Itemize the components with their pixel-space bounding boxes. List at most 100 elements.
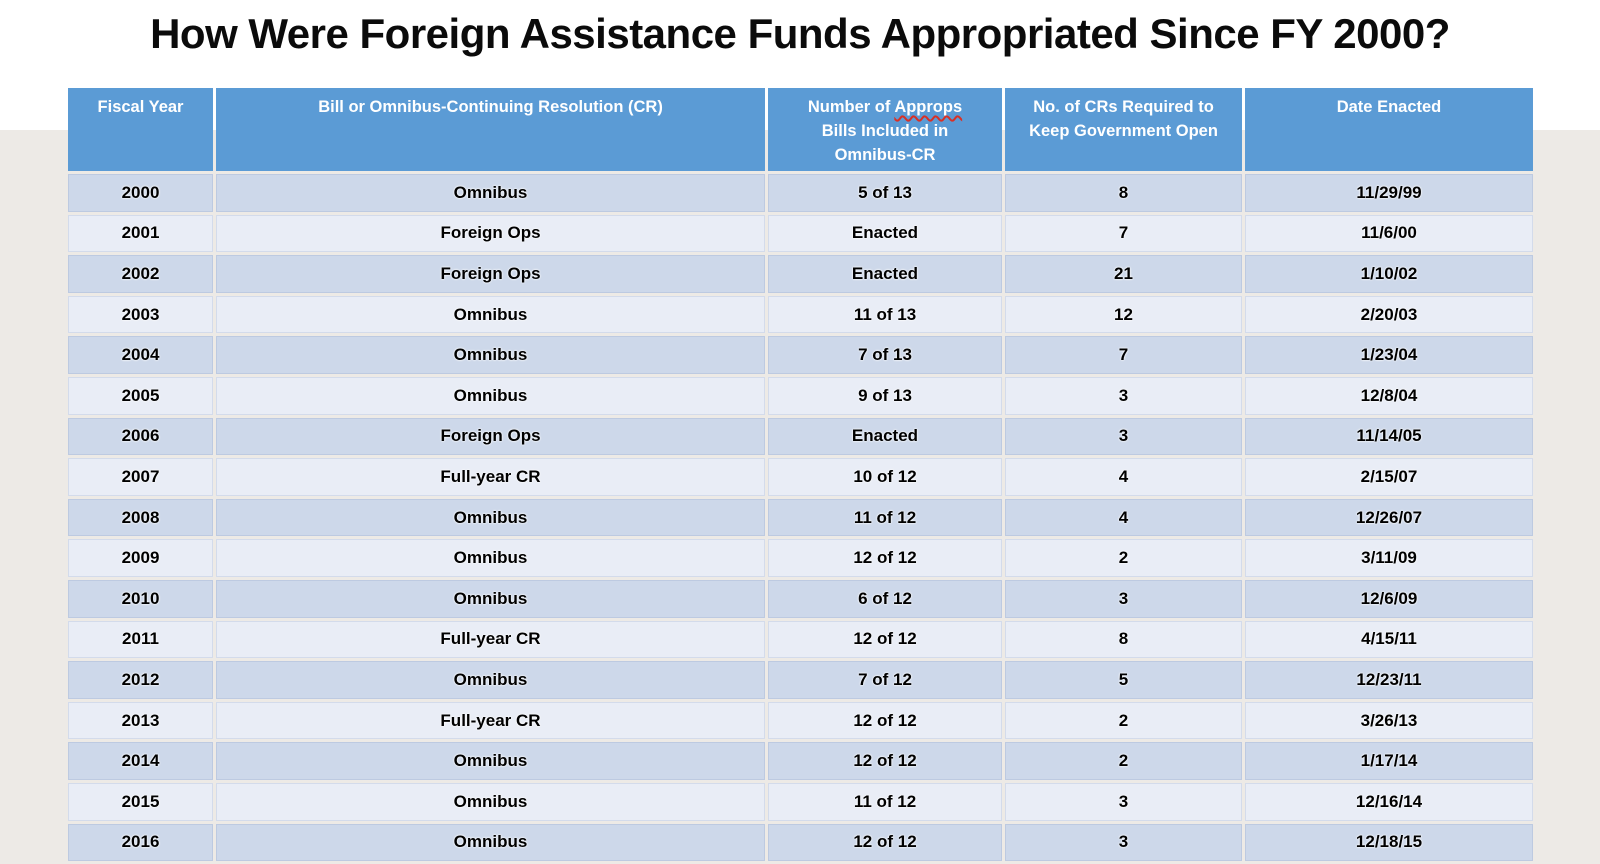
column-header-label: Bill or Omnibus-Continuing Resolution (C… [318, 98, 663, 116]
table-cell-fiscal_year: 2012 [68, 661, 213, 699]
table-cell-bill: Full-year CR [216, 620, 765, 659]
table-row: 2015 Omnibus 11 of 12 3 12/16/14 [68, 782, 1533, 821]
table-cell-approps_bills: 7 of 13 [768, 336, 1002, 374]
table-cell-crs_required: 3 [1005, 376, 1242, 415]
table-cell-crs_required: 7 [1005, 214, 1242, 253]
column-header-label: No. of CRs Required to Keep Government O… [1029, 98, 1218, 140]
table-row: 2001 Foreign Ops Enacted 7 11/6/00 [68, 214, 1533, 253]
table-row: 2000 Omnibus 5 of 13 8 11/29/99 [68, 174, 1533, 212]
page-background [0, 130, 1600, 864]
table-cell-date_enacted: 2/15/07 [1245, 458, 1533, 496]
table-cell-fiscal_year: 2004 [68, 336, 213, 374]
table-cell-approps_bills: 5 of 13 [768, 174, 1002, 212]
column-header-label: Fiscal Year [97, 98, 184, 116]
table-row: 2003 Omnibus 11 of 13 12 2/20/03 [68, 295, 1533, 334]
table-row: 2007 Full-year CR 10 of 12 4 2/15/07 [68, 458, 1533, 496]
table-body: 2000 Omnibus 5 of 13 8 11/29/99 2001 Foreign O… [68, 174, 1533, 862]
spellcheck-underlined-word: Approps [894, 98, 963, 116]
table-cell-approps_bills: 11 of 12 [768, 498, 1002, 537]
table-cell-crs_required: 12 [1005, 295, 1242, 334]
table-cell-bill: Omnibus [216, 376, 765, 415]
table-cell-fiscal_year: 2008 [68, 498, 213, 537]
table-row: 2016 Omnibus 12 of 12 3 12/18/15 [68, 823, 1533, 862]
table-row: 2012 Omnibus 7 of 12 5 12/23/11 [68, 661, 1533, 699]
table-cell-crs_required: 3 [1005, 579, 1242, 618]
table-cell-crs_required: 4 [1005, 498, 1242, 537]
table-cell-date_enacted: 12/26/07 [1245, 498, 1533, 537]
table-cell-date_enacted: 1/23/04 [1245, 336, 1533, 374]
table-cell-approps_bills: 7 of 12 [768, 661, 1002, 699]
table-row: 2011 Full-year CR 12 of 12 8 4/15/11 [68, 620, 1533, 659]
table-cell-crs_required: 3 [1005, 782, 1242, 821]
table-cell-approps_bills: 12 of 12 [768, 742, 1002, 780]
column-header-label: Date Enacted [1336, 98, 1442, 116]
table-cell-fiscal_year: 2010 [68, 579, 213, 618]
table-cell-crs_required: 3 [1005, 417, 1242, 456]
table-cell-approps_bills: Enacted [768, 214, 1002, 253]
table-cell-approps_bills: 9 of 13 [768, 376, 1002, 415]
table-cell-fiscal_year: 2003 [68, 295, 213, 334]
table-cell-crs_required: 8 [1005, 620, 1242, 659]
table-cell-fiscal_year: 2009 [68, 539, 213, 577]
table-cell-approps_bills: 12 of 12 [768, 823, 1002, 862]
table-cell-fiscal_year: 2013 [68, 701, 213, 740]
table-cell-bill: Foreign Ops [216, 417, 765, 456]
table-cell-date_enacted: 12/16/14 [1245, 782, 1533, 821]
table-cell-date_enacted: 12/23/11 [1245, 661, 1533, 699]
table-cell-bill: Omnibus [216, 742, 765, 780]
table-cell-date_enacted: 12/18/15 [1245, 823, 1533, 862]
table-cell-bill: Omnibus [216, 823, 765, 862]
table-cell-approps_bills: 11 of 13 [768, 295, 1002, 334]
table-cell-crs_required: 4 [1005, 458, 1242, 496]
table-cell-crs_required: 5 [1005, 661, 1242, 699]
table-cell-crs_required: 2 [1005, 539, 1242, 577]
table-cell-fiscal_year: 2016 [68, 823, 213, 862]
table-cell-fiscal_year: 2011 [68, 620, 213, 659]
table-cell-bill: Omnibus [216, 174, 765, 212]
table-row: 2009 Omnibus 12 of 12 2 3/11/09 [68, 539, 1533, 577]
table-cell-date_enacted: 11/29/99 [1245, 174, 1533, 212]
table-cell-approps_bills: Enacted [768, 417, 1002, 456]
table-cell-crs_required: 2 [1005, 701, 1242, 740]
table-cell-bill: Omnibus [216, 661, 765, 699]
column-header-date-enacted: Date Enacted [1245, 88, 1533, 171]
table-cell-approps_bills: 6 of 12 [768, 579, 1002, 618]
table-cell-fiscal_year: 2006 [68, 417, 213, 456]
table-cell-approps_bills: 12 of 12 [768, 620, 1002, 659]
header-text-suffix: Bills Included in Omnibus-CR [821, 122, 949, 164]
table-row: 2002 Foreign Ops Enacted 21 1/10/02 [68, 255, 1533, 293]
table-cell-fiscal_year: 2015 [68, 782, 213, 821]
table-cell-bill: Omnibus [216, 782, 765, 821]
table-cell-approps_bills: 12 of 12 [768, 701, 1002, 740]
table-cell-date_enacted: 11/6/00 [1245, 214, 1533, 253]
column-header-crs-required: No. of CRs Required to Keep Government O… [1005, 88, 1242, 171]
header-text-prefix: Number of [807, 98, 895, 116]
column-header-fiscal-year: Fiscal Year [68, 88, 213, 171]
table-row: 2006 Foreign Ops Enacted 3 11/14/05 [68, 417, 1533, 456]
table-header-row: Fiscal Year Bill or Omnibus-Continuing R… [68, 88, 1533, 171]
table-cell-approps_bills: Enacted [768, 255, 1002, 293]
column-header-bill-type: Bill or Omnibus-Continuing Resolution (C… [216, 88, 765, 171]
table-cell-approps_bills: 12 of 12 [768, 539, 1002, 577]
table-cell-date_enacted: 1/10/02 [1245, 255, 1533, 293]
column-header-approps-bills: Number of Approps Bills Included in Omni… [768, 88, 1002, 171]
table-cell-crs_required: 2 [1005, 742, 1242, 780]
table-cell-approps_bills: 11 of 12 [768, 782, 1002, 821]
table-cell-date_enacted: 1/17/14 [1245, 742, 1533, 780]
table-row: 2008 Omnibus 11 of 12 4 12/26/07 [68, 498, 1533, 537]
table-row: 2013 Full-year CR 12 of 12 2 3/26/13 [68, 701, 1533, 740]
table-cell-fiscal_year: 2007 [68, 458, 213, 496]
table-cell-crs_required: 7 [1005, 336, 1242, 374]
table-cell-date_enacted: 4/15/11 [1245, 620, 1533, 659]
table-cell-bill: Omnibus [216, 539, 765, 577]
table-cell-fiscal_year: 2000 [68, 174, 213, 212]
appropriations-table: Fiscal Year Bill or Omnibus-Continuing R… [68, 88, 1533, 864]
page-title: How Were Foreign Assistance Funds Approp… [150, 10, 1450, 57]
table-cell-crs_required: 21 [1005, 255, 1242, 293]
table-cell-date_enacted: 11/14/05 [1245, 417, 1533, 456]
table-cell-crs_required: 3 [1005, 823, 1242, 862]
table-row: 2004 Omnibus 7 of 13 7 1/23/04 [68, 336, 1533, 374]
table-row: 2005 Omnibus 9 of 13 3 12/8/04 [68, 376, 1533, 415]
table-cell-date_enacted: 3/11/09 [1245, 539, 1533, 577]
